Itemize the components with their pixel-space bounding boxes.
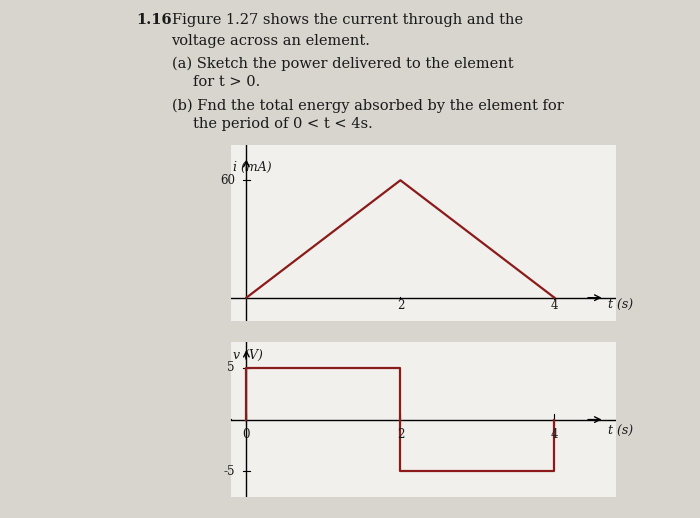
- Text: i (mA): i (mA): [232, 161, 271, 174]
- Text: (b) Fnd the total energy absorbed by the element for: (b) Fnd the total energy absorbed by the…: [172, 98, 564, 113]
- Text: 0: 0: [243, 428, 250, 441]
- Text: t (s): t (s): [608, 425, 634, 438]
- Text: Figure 1.27 shows the current through and the: Figure 1.27 shows the current through an…: [172, 13, 523, 27]
- Text: t (s): t (s): [608, 299, 634, 312]
- Text: (a) Sketch the power delivered to the element: (a) Sketch the power delivered to the el…: [172, 57, 513, 71]
- Text: v (V): v (V): [232, 349, 262, 362]
- Text: 2: 2: [397, 299, 404, 312]
- Text: the period of 0 < t < 4s.: the period of 0 < t < 4s.: [193, 117, 372, 131]
- Text: 5: 5: [228, 361, 234, 375]
- Text: 60: 60: [220, 174, 235, 187]
- Text: voltage across an element.: voltage across an element.: [172, 34, 370, 48]
- Text: -5: -5: [223, 465, 235, 478]
- Text: for t > 0.: for t > 0.: [193, 75, 260, 89]
- Text: 1.16: 1.16: [136, 13, 172, 27]
- Text: 4: 4: [551, 299, 558, 312]
- Text: 2: 2: [397, 428, 404, 441]
- Text: 4: 4: [551, 428, 558, 441]
